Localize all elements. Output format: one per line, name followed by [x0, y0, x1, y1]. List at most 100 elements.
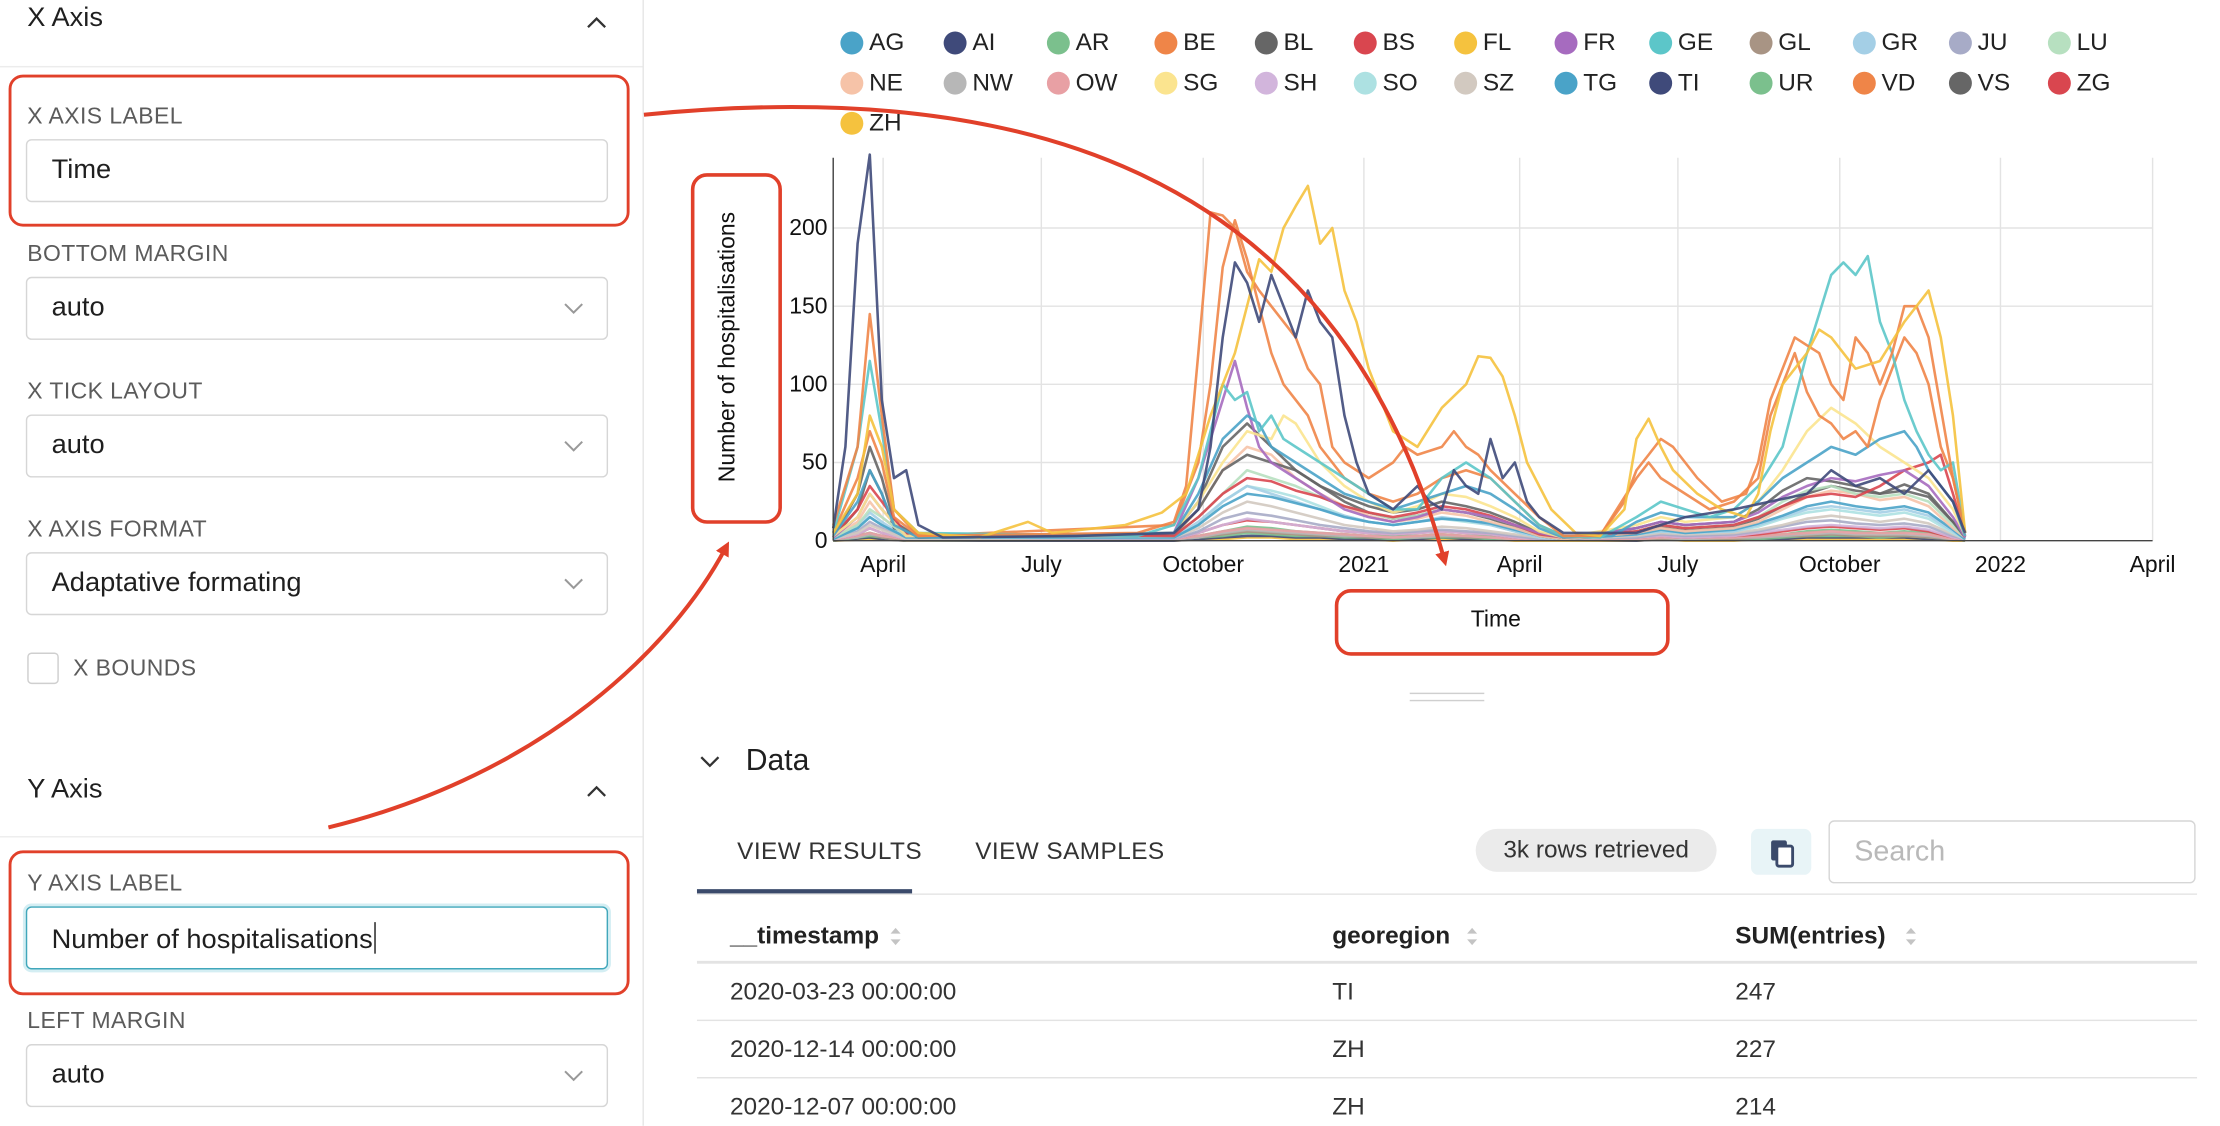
legend-swatch — [1154, 31, 1178, 55]
legend-label: GL — [1778, 28, 1811, 56]
copy-button[interactable] — [1751, 828, 1812, 875]
y-axis-title: Number of hospitalisations — [715, 211, 740, 483]
chevron-up-icon[interactable] — [585, 11, 608, 34]
tab-view-samples[interactable]: VIEW SAMPLES — [975, 837, 1165, 865]
legend-swatch — [1948, 71, 1972, 95]
x-tick-layout-select[interactable]: auto — [25, 414, 609, 478]
x-tick-layout-label: X TICK LAYOUT — [27, 380, 203, 405]
x-tick-label: October — [1162, 551, 1244, 577]
x-tick-label: July — [1658, 551, 1699, 577]
sort-icon[interactable] — [1466, 925, 1479, 948]
bottom-margin-select[interactable]: auto — [25, 276, 609, 340]
chevron-up-icon[interactable] — [585, 780, 608, 803]
legend-swatch — [943, 31, 967, 55]
legend-swatch — [1852, 31, 1876, 55]
y-tick-label: 100 — [789, 371, 827, 397]
sort-icon[interactable] — [1904, 925, 1917, 948]
tab-view-results[interactable]: VIEW RESULTS — [737, 837, 923, 865]
y-tick-label: 200 — [789, 214, 827, 240]
y-axis-section-header[interactable]: Y Axis — [0, 769, 643, 838]
legend-swatch — [1353, 71, 1377, 95]
series-line-sz — [832, 500, 1966, 541]
table-cell: 247 — [1735, 978, 1776, 1006]
x-axis-section-title: X Axis — [27, 2, 103, 33]
x-tick-layout-value: auto — [51, 430, 105, 461]
legend-swatch — [2047, 71, 2071, 95]
sort-icon[interactable] — [889, 925, 902, 948]
table-row-divider — [696, 1077, 2198, 1079]
legend-swatch — [840, 111, 864, 135]
legend-label: UR — [1778, 68, 1814, 97]
left-margin-value: auto — [51, 1059, 105, 1090]
annotation-layer — [327, 105, 1670, 830]
legend-swatch — [1454, 71, 1478, 95]
legend-label: AI — [972, 28, 996, 56]
series-line-vd — [832, 218, 1967, 538]
legend-swatch — [943, 71, 967, 95]
active-tab-indicator — [696, 889, 913, 894]
x-tick-label: April — [1497, 551, 1543, 577]
bottom-margin-value: auto — [51, 292, 105, 323]
legend-swatch — [1749, 71, 1773, 95]
tabs-divider — [696, 893, 2198, 895]
search-placeholder: Search — [1854, 836, 1946, 868]
resize-handle[interactable] — [1409, 692, 1485, 702]
column-header-timestamp[interactable]: __timestamp — [729, 922, 880, 950]
legend-label: BS — [1382, 28, 1416, 56]
y-tick-label: 150 — [789, 292, 827, 318]
series-line-zh — [832, 184, 1967, 539]
legend-swatch — [2047, 31, 2071, 55]
legend-label: LU — [2076, 28, 2108, 56]
x-tick-label: April — [2130, 551, 2176, 577]
series-line-sg — [832, 406, 1967, 539]
x-axis-format-select[interactable]: Adaptative formating — [25, 552, 609, 616]
legend-label: FR — [1583, 28, 1616, 56]
table-cell: ZH — [1332, 1035, 1365, 1063]
legend-swatch — [1852, 71, 1876, 95]
column-header-sum-entries[interactable]: SUM(entries) — [1735, 922, 1886, 950]
left-margin-label: LEFT MARGIN — [27, 1009, 186, 1034]
y-axis-label-highlight — [8, 850, 630, 996]
chevron-down-icon[interactable] — [700, 754, 720, 768]
legend-swatch — [1649, 31, 1673, 55]
legend-swatch — [1554, 71, 1578, 95]
table-cell: ZH — [1332, 1092, 1365, 1121]
x-axis-label-label: X AXIS LABEL — [27, 104, 183, 130]
legend-swatch — [1254, 31, 1278, 55]
left-margin-select[interactable]: auto — [25, 1044, 609, 1108]
column-header-georegion[interactable]: georegion — [1332, 922, 1451, 950]
bottom-margin-label: BOTTOM MARGIN — [27, 242, 229, 267]
legend-label: TI — [1677, 68, 1700, 97]
data-section-title[interactable]: Data — [745, 744, 810, 778]
legend-label: GR — [1881, 28, 1919, 56]
y-axis-label-text: Number of hospitalisations — [52, 922, 377, 956]
series-line-ow — [833, 526, 1966, 541]
table-row-divider — [696, 1019, 2198, 1022]
arrow-y-label — [327, 541, 730, 830]
legend-label: SO — [1382, 68, 1418, 97]
legend-swatch — [840, 71, 864, 95]
y-axis-label-input[interactable]: Number of hospitalisations — [25, 906, 609, 970]
table-cell: 2020-03-23 00:00:00 — [729, 978, 957, 1006]
x-bounds-checkbox[interactable] — [27, 652, 59, 685]
x-axis-label-value: Time — [51, 154, 112, 185]
search-input[interactable]: Search — [1828, 820, 2196, 884]
y-axis-title-highlight — [690, 173, 782, 524]
legend-swatch — [1454, 31, 1478, 55]
chevron-down-icon — [564, 578, 583, 590]
x-axis-label-input[interactable]: Time — [25, 139, 609, 203]
legend-label: VS — [1977, 68, 2011, 97]
x-axis-section-header[interactable]: X Axis — [0, 0, 643, 68]
legend-label: OW — [1075, 68, 1118, 97]
legend-label: BE — [1183, 28, 1216, 56]
copy-icon — [1771, 840, 1795, 868]
y-axis-label-label: Y AXIS LABEL — [27, 871, 183, 897]
legend-swatch — [1948, 31, 1972, 55]
series-line-ge — [831, 254, 1967, 539]
legend-label: NE — [869, 68, 903, 97]
x-axis-title-highlight — [1334, 589, 1670, 656]
table-cell: TI — [1332, 978, 1354, 1006]
legend-label: VD — [1881, 68, 1916, 97]
x-bounds-label: X BOUNDS — [73, 656, 197, 682]
legend-label: SG — [1183, 68, 1219, 97]
